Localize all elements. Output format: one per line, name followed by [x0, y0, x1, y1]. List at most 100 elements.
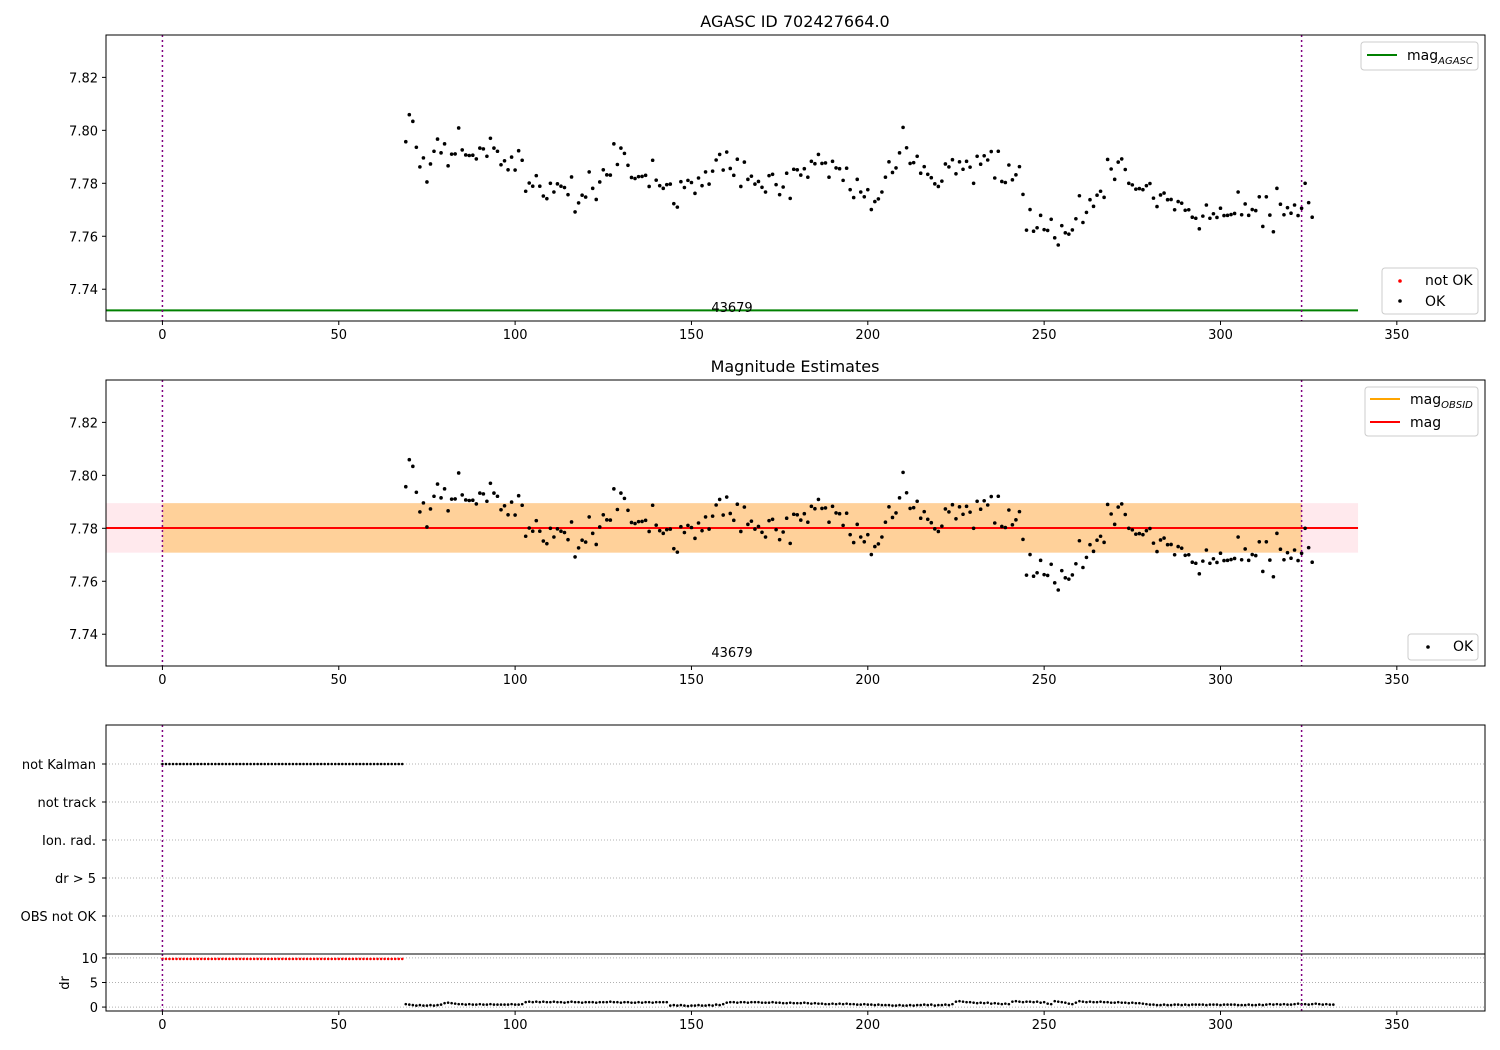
dr-point-not-ok	[245, 957, 249, 961]
flag-point	[235, 762, 238, 766]
y-tick-label: 7.78	[69, 522, 98, 537]
dr-point-ok	[1289, 1003, 1293, 1006]
mag-point	[425, 180, 429, 184]
dr-point-ok	[1296, 1002, 1300, 1005]
mag-point	[869, 552, 874, 557]
dr-point-not-ok	[298, 957, 302, 961]
mag-point	[1292, 203, 1297, 207]
mag-point	[746, 177, 750, 182]
dr-point-ok	[704, 1004, 707, 1007]
dr-point-ok	[538, 1000, 542, 1004]
mag-point	[668, 527, 673, 531]
mag-point	[904, 146, 909, 150]
dr-point-ok	[736, 1001, 739, 1004]
mag-point	[435, 137, 440, 141]
mag-point	[587, 515, 591, 519]
mag-point	[844, 511, 849, 516]
mag-point	[996, 149, 1001, 154]
panel2-legend-upper: magOBSID mag	[1364, 386, 1479, 437]
mag-point	[851, 195, 856, 200]
mag-point	[756, 179, 761, 184]
dr-point-ok	[1148, 1003, 1152, 1006]
dr-point-ok	[1102, 1000, 1106, 1004]
mag-point	[1229, 212, 1233, 217]
mag-point	[615, 162, 620, 167]
legend-label-mag: mag	[1410, 415, 1441, 431]
mag-point	[978, 507, 983, 512]
dr-point-ok	[781, 1001, 785, 1005]
dr-point-ok	[1116, 1000, 1120, 1004]
dr-point-ok	[922, 1003, 926, 1006]
flag-point	[309, 762, 312, 766]
dr-point-ok	[439, 1003, 443, 1006]
mag-point	[576, 201, 581, 205]
dr-point-ok	[573, 1000, 577, 1004]
dr-point-not-ok	[323, 957, 326, 961]
dr-point-ok	[834, 1002, 838, 1006]
dr-point-ok	[1014, 999, 1018, 1003]
dr-point-ok	[852, 1002, 855, 1006]
dr-point-ok	[1162, 1003, 1166, 1006]
dr-point-not-ok	[281, 957, 284, 961]
flag-point	[182, 762, 185, 766]
agasc-panel: AGASC ID 702427664.0 7.74 7.76 7.78 7.80 7.8…	[69, 12, 1486, 343]
mag-point	[982, 498, 986, 503]
dr-point-ok	[1233, 1003, 1236, 1006]
dr-point-ok	[1109, 1001, 1113, 1004]
dr-point-ok	[700, 1004, 704, 1007]
dr-point-ok	[1074, 1001, 1078, 1004]
mag-point	[848, 532, 852, 537]
dr-point-ok	[915, 1003, 919, 1007]
dr-point-ok	[732, 1000, 736, 1004]
dr-point-not-ok	[196, 957, 199, 961]
dr-point-ok	[866, 1003, 870, 1006]
mag-point	[664, 182, 669, 187]
mag-point	[1183, 208, 1188, 213]
mag-point	[1201, 559, 1205, 563]
dr-point-ok	[1303, 1002, 1307, 1006]
legend-marker-ok	[1426, 645, 1430, 649]
mag-point	[474, 502, 479, 506]
mag-point	[710, 514, 715, 518]
dr-point-ok	[690, 1004, 693, 1007]
mag-point	[1303, 526, 1307, 531]
dr-point-ok	[630, 1001, 633, 1004]
mag-point	[566, 537, 570, 542]
dr-point-ok	[482, 1003, 485, 1006]
dr-point-ok	[859, 1003, 863, 1006]
mag-point	[629, 520, 634, 525]
dr-point-ok	[887, 1003, 891, 1007]
flag-point	[298, 762, 302, 766]
dr-point-ok	[633, 1001, 637, 1004]
mag-point	[827, 520, 831, 525]
mag-point	[922, 164, 927, 169]
dr-point-ok	[556, 1000, 559, 1004]
dr-point-ok	[944, 1003, 947, 1006]
dr-point-ok	[623, 1000, 626, 1004]
mag-point	[721, 168, 725, 172]
mag-point	[844, 166, 849, 171]
dr-point-ok	[1212, 1003, 1215, 1006]
mag-point	[1197, 227, 1202, 231]
mag-point	[728, 511, 733, 516]
dr-point-not-ok	[379, 957, 383, 961]
dr-point-not-ok	[228, 957, 231, 961]
mag-point	[1299, 206, 1304, 210]
flag-point	[273, 762, 277, 766]
mag-point	[1250, 552, 1255, 557]
dr-grid	[106, 957, 1485, 1008]
mag-point	[1165, 197, 1170, 202]
dr-point-ok	[1314, 1002, 1318, 1005]
dr-point-not-ok	[351, 957, 355, 961]
flag-point	[393, 762, 397, 766]
mag-point	[520, 158, 524, 163]
dr-point-ok	[725, 1001, 729, 1004]
mag-point	[675, 550, 680, 554]
mag-point	[1278, 202, 1283, 207]
mag-point	[633, 176, 637, 181]
x-tick-label: 200	[855, 1018, 880, 1033]
dr-point-ok	[714, 1003, 718, 1006]
mag-point	[1038, 558, 1043, 563]
mag-point	[1310, 560, 1314, 564]
flag-point	[249, 762, 252, 766]
